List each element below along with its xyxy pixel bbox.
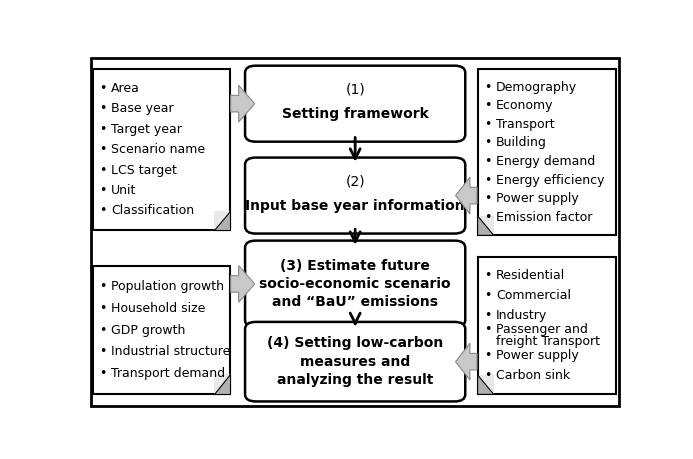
Text: analyzing the result: analyzing the result	[277, 373, 433, 387]
Text: socio-economic scenario: socio-economic scenario	[259, 277, 451, 291]
Text: Setting framework: Setting framework	[282, 107, 428, 121]
Text: Unit: Unit	[112, 184, 137, 197]
Text: •: •	[100, 143, 107, 156]
Text: Commercial: Commercial	[496, 289, 571, 302]
Text: (2): (2)	[345, 174, 365, 189]
Text: freight Transport: freight Transport	[496, 335, 600, 347]
Text: •: •	[484, 192, 491, 205]
Text: •: •	[484, 269, 491, 282]
Text: •: •	[100, 82, 107, 95]
FancyBboxPatch shape	[245, 66, 465, 142]
Text: Base year: Base year	[112, 102, 174, 115]
Text: Energy demand: Energy demand	[496, 155, 595, 168]
FancyBboxPatch shape	[245, 322, 465, 402]
FancyBboxPatch shape	[245, 157, 465, 234]
Text: •: •	[100, 204, 107, 218]
Text: (4) Setting low-carbon: (4) Setting low-carbon	[267, 336, 444, 350]
Polygon shape	[477, 375, 493, 394]
Text: •: •	[484, 81, 491, 94]
Text: measures and: measures and	[300, 355, 410, 369]
Text: •: •	[484, 118, 491, 131]
Text: •: •	[100, 302, 107, 314]
Text: Demography: Demography	[496, 81, 577, 94]
Text: •: •	[484, 289, 491, 302]
Text: Area: Area	[112, 82, 140, 95]
Text: •: •	[100, 102, 107, 115]
Text: •: •	[484, 136, 491, 150]
Text: Scenario name: Scenario name	[112, 143, 205, 156]
Text: Power supply: Power supply	[496, 192, 579, 205]
Text: •: •	[100, 163, 107, 177]
Text: •: •	[484, 349, 491, 362]
Bar	[93, 266, 230, 394]
Polygon shape	[214, 374, 230, 394]
Text: LCS target: LCS target	[112, 163, 177, 177]
Text: Power supply: Power supply	[496, 349, 579, 362]
Text: Population growth: Population growth	[112, 280, 225, 293]
FancyBboxPatch shape	[91, 58, 620, 406]
Text: Target year: Target year	[112, 123, 182, 136]
Text: •: •	[100, 184, 107, 197]
Text: (1): (1)	[345, 83, 365, 96]
Text: •: •	[100, 367, 107, 381]
Text: Household size: Household size	[112, 302, 206, 314]
Text: •: •	[484, 211, 491, 224]
Polygon shape	[477, 216, 493, 235]
Text: •: •	[484, 100, 491, 112]
Text: Classification: Classification	[112, 204, 195, 218]
Text: Transport demand: Transport demand	[112, 367, 225, 381]
Text: •: •	[100, 324, 107, 336]
Polygon shape	[214, 211, 230, 230]
Text: Building: Building	[496, 136, 547, 150]
Bar	[93, 69, 230, 230]
Text: Passenger and: Passenger and	[496, 323, 588, 336]
Text: Industrial structure: Industrial structure	[112, 346, 231, 358]
Text: Transport: Transport	[496, 118, 554, 131]
Polygon shape	[231, 85, 255, 122]
Polygon shape	[455, 343, 477, 380]
Polygon shape	[455, 177, 477, 214]
Text: Residential: Residential	[496, 269, 565, 282]
Text: •: •	[100, 346, 107, 358]
Polygon shape	[477, 375, 493, 394]
Polygon shape	[214, 211, 230, 230]
FancyBboxPatch shape	[245, 241, 465, 327]
Polygon shape	[231, 266, 255, 302]
Text: Emission factor: Emission factor	[496, 211, 593, 224]
Text: •: •	[100, 123, 107, 136]
Text: Input base year information: Input base year information	[245, 199, 465, 213]
Text: GDP growth: GDP growth	[112, 324, 186, 336]
Polygon shape	[477, 216, 493, 235]
Bar	[477, 69, 616, 235]
Text: •: •	[484, 309, 491, 322]
Bar	[477, 257, 616, 394]
Text: •: •	[484, 174, 491, 187]
Text: (3) Estimate future: (3) Estimate future	[280, 258, 430, 273]
Polygon shape	[214, 374, 230, 394]
Text: •: •	[100, 280, 107, 293]
Text: Economy: Economy	[496, 100, 554, 112]
Text: •: •	[484, 369, 491, 382]
Text: Industry: Industry	[496, 309, 547, 322]
Text: Carbon sink: Carbon sink	[496, 369, 570, 382]
Text: and “BaU” emissions: and “BaU” emissions	[272, 295, 438, 309]
Text: •: •	[484, 323, 491, 336]
Text: Energy efficiency: Energy efficiency	[496, 174, 604, 187]
Text: •: •	[484, 155, 491, 168]
